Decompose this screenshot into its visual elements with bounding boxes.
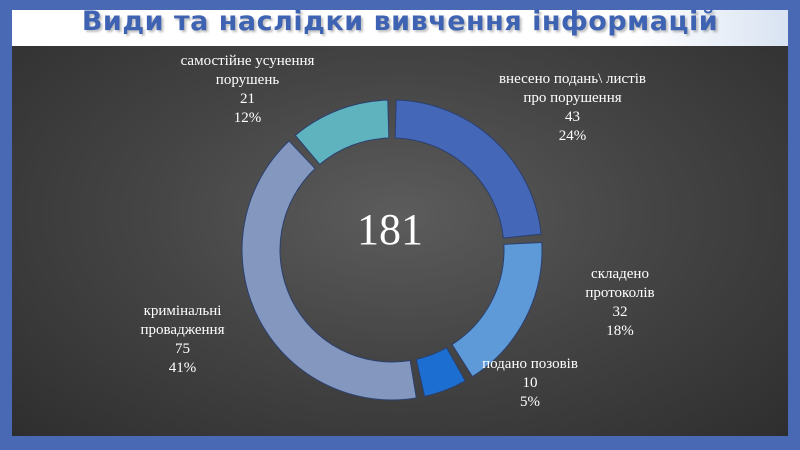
slice-percent: 5% — [520, 394, 540, 410]
title-band — [12, 10, 788, 46]
slice-submissions — [394, 99, 542, 239]
slice-name: самостійне усунення порушень — [180, 53, 315, 88]
slice-value: 10 — [522, 375, 538, 391]
slice-name: подано позовів — [482, 356, 578, 372]
slice-value: 43 — [565, 109, 580, 125]
slice-percent: 41% — [168, 360, 197, 376]
slice-percent: 24% — [558, 128, 587, 144]
slice-name: внесено подань\ листів про порушення — [498, 71, 647, 106]
slice-criminal — [241, 140, 417, 401]
slice-label-lawsuits: подано позовів 10 5% — [460, 355, 600, 412]
total-label: 181 — [357, 205, 423, 254]
slice-percent: 18% — [606, 323, 634, 339]
slice-percent: 12% — [233, 110, 262, 126]
slice-lawsuits — [415, 347, 466, 398]
slice-label-submissions: внесено подань\ листів про порушення 43 … — [490, 70, 655, 146]
slice-value: 32 — [612, 304, 628, 320]
slice-value: 21 — [240, 91, 255, 107]
slice-label-self-correction: самостійне усунення порушень 21 12% — [160, 52, 335, 128]
slide-title: Види та наслідки вивчення інформацій — [81, 6, 719, 37]
doughnut-ring — [241, 99, 543, 401]
slice-name: кримінальні провадження — [140, 303, 225, 338]
slice-value: 75 — [175, 341, 190, 357]
slice-self-correction — [294, 99, 390, 166]
slice-label-criminal: кримінальні провадження 75 41% — [115, 302, 250, 378]
slice-label-protocols: складено протоколів 32 18% — [560, 265, 680, 341]
slice-protocols — [451, 241, 543, 378]
slice-name: складено протоколів — [585, 266, 655, 301]
